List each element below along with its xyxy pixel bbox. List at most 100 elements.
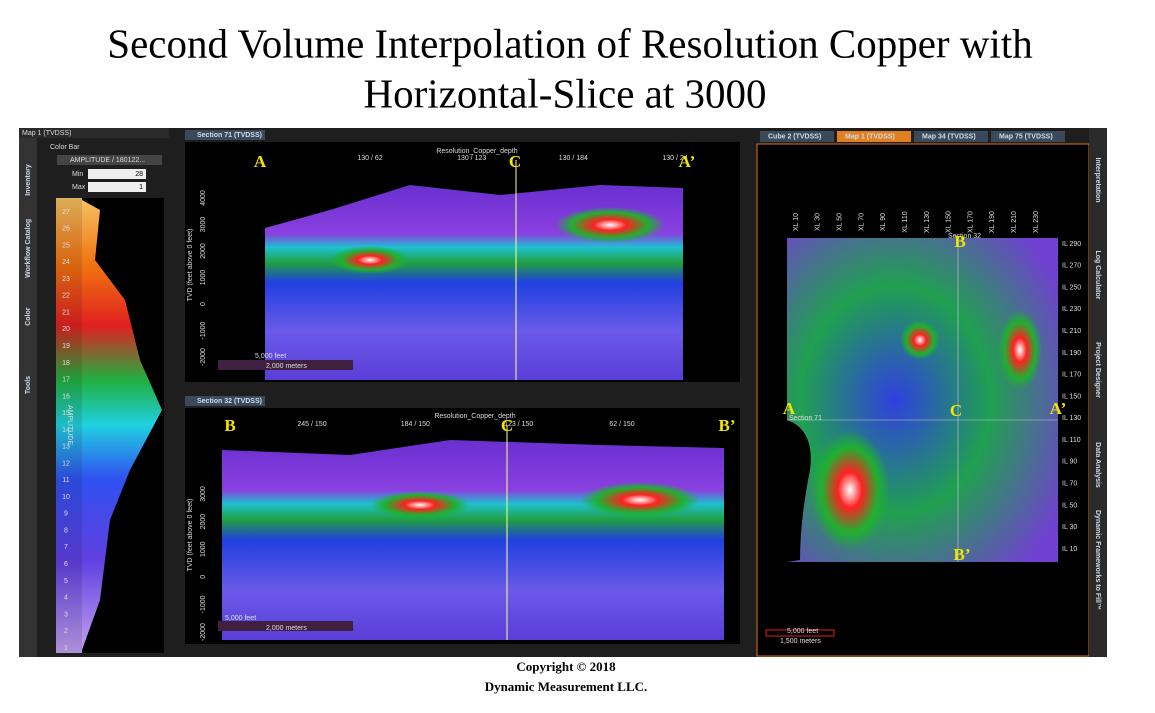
scale-bar [218, 621, 353, 631]
section-label: Section 71 [789, 415, 822, 422]
side-tab: Project Designer [1094, 342, 1101, 398]
side-tab: Log Calculator [1094, 250, 1101, 299]
y-tick: 3000 [200, 217, 207, 233]
scale-tick: 4 [64, 595, 68, 602]
x-label: 245 / 150 [297, 421, 326, 428]
y-tick: 2000 [200, 243, 207, 259]
xl-label: XL 90 [880, 213, 887, 231]
tab[interactable] [991, 131, 1065, 142]
xl-label: XL 190 [989, 211, 996, 233]
x-label: 130 / 123 [457, 155, 486, 162]
y-label: TVD (feet above 0 feet) [187, 499, 194, 572]
side-tab: Data Analysis [1094, 442, 1101, 488]
il-label: IL 10 [1062, 546, 1077, 553]
amplitude-blob [998, 310, 1042, 390]
title-line: Second Volume Interpolation of Resolutio… [107, 20, 1032, 66]
scale-tick: 18 [62, 360, 70, 367]
marker: A [254, 152, 267, 171]
il-label: IL 270 [1062, 263, 1081, 270]
y-tick: 4000 [200, 190, 207, 206]
amplitude-blob [810, 430, 890, 550]
scale-label: 2,000 meters [266, 625, 307, 632]
axis-label: AMPLITUDE [66, 405, 73, 445]
scale-label: 1,500 meters [780, 638, 821, 645]
attribute-select[interactable] [57, 155, 162, 165]
tab[interactable] [760, 131, 834, 142]
il-label: IL 150 [1062, 393, 1081, 400]
y-tick: -2000 [200, 623, 207, 641]
scale-bar [765, 629, 835, 637]
min-input[interactable] [88, 169, 146, 179]
marker: C [509, 152, 521, 171]
il-label: IL 70 [1062, 480, 1077, 487]
side-tab: Tools [25, 376, 32, 394]
y-tick: 1000 [200, 270, 207, 286]
xl-label: XL 150 [946, 211, 953, 233]
side-tab: Color [25, 307, 32, 326]
map-void [787, 420, 811, 562]
il-label: IL 110 [1062, 437, 1081, 444]
tab-label: Map 1 (TVDSS) [845, 133, 895, 140]
il-label: IL 50 [1062, 502, 1077, 509]
il-label: IL 290 [1062, 241, 1081, 248]
scale-tick: 3 [64, 611, 68, 618]
x-label: 62 / 150 [609, 421, 634, 428]
y-tick: 0 [200, 302, 207, 306]
panel-header [19, 128, 169, 138]
marker: A’ [1050, 399, 1067, 418]
xl-label: XL 170 [967, 211, 974, 233]
scale-tick: 1 [64, 645, 68, 652]
scale-tick: 21 [62, 309, 70, 316]
x-label: 130 / 184 [559, 155, 588, 162]
tab-label: Section 32 (TVDSS) [197, 398, 262, 405]
min-label: Min [72, 171, 83, 178]
scale-tick: 27 [62, 209, 70, 216]
tab[interactable] [914, 131, 988, 142]
scale-tick: 24 [62, 259, 70, 266]
il-label: IL 170 [1062, 372, 1081, 379]
il-label: IL 90 [1062, 459, 1077, 466]
xl-label: XL 110 [902, 211, 909, 233]
copyright: Dynamic Measurement LLC. [485, 679, 648, 694]
attribute: AMPLITUDE / 180122... [70, 157, 145, 164]
panel-title: Map 1 (TVDSS) [22, 130, 71, 137]
title-line: Horizontal-Slice at 3000 [363, 70, 766, 116]
scale-tick: 5 [64, 578, 68, 585]
tab[interactable] [837, 131, 911, 142]
min-value: 28 [135, 171, 143, 178]
y-tick: 0 [200, 575, 207, 579]
scale-label: 5,000 feet [255, 353, 286, 360]
scale-label: 5,000 feet [225, 615, 256, 622]
scale-tick: 8 [64, 527, 68, 534]
tab-label: Cube 2 (TVDSS) [768, 133, 821, 140]
scale-label: 5,000 feet [787, 628, 818, 635]
side-tab: Inventory [25, 164, 32, 196]
scale-tick: 11 [62, 477, 69, 484]
max-input[interactable] [88, 182, 146, 192]
xl-label: XL 50 [836, 213, 843, 231]
marker: A [783, 399, 796, 418]
xl-label: XL 30 [815, 213, 822, 231]
x-label: 184 / 150 [401, 421, 430, 428]
xl-label: XL 130 [924, 211, 931, 233]
scale-tick: 25 [62, 242, 70, 249]
il-label: IL 130 [1062, 415, 1081, 422]
x-label: 130 / 24 [662, 155, 687, 162]
tab[interactable] [185, 396, 265, 406]
amplitude-blob [900, 320, 940, 360]
x-label: 123 / 150 [504, 421, 533, 428]
tab[interactable] [185, 130, 265, 140]
marker: B [224, 416, 235, 435]
amplitude-blob [370, 491, 470, 519]
side-tab: Interpretation [1094, 157, 1101, 202]
section-title: Resolution_Copper_depth [434, 413, 515, 420]
side-tab-strip [1089, 128, 1107, 657]
scale-tick: 9 [64, 511, 68, 518]
scale-tick: 14 [62, 427, 70, 434]
scale-tick: 22 [62, 293, 70, 300]
scale-tick: 2 [64, 628, 68, 635]
color-scale [56, 198, 82, 653]
y-tick: 2000 [200, 514, 207, 530]
side-tab: Workflow Catalog [25, 219, 32, 278]
